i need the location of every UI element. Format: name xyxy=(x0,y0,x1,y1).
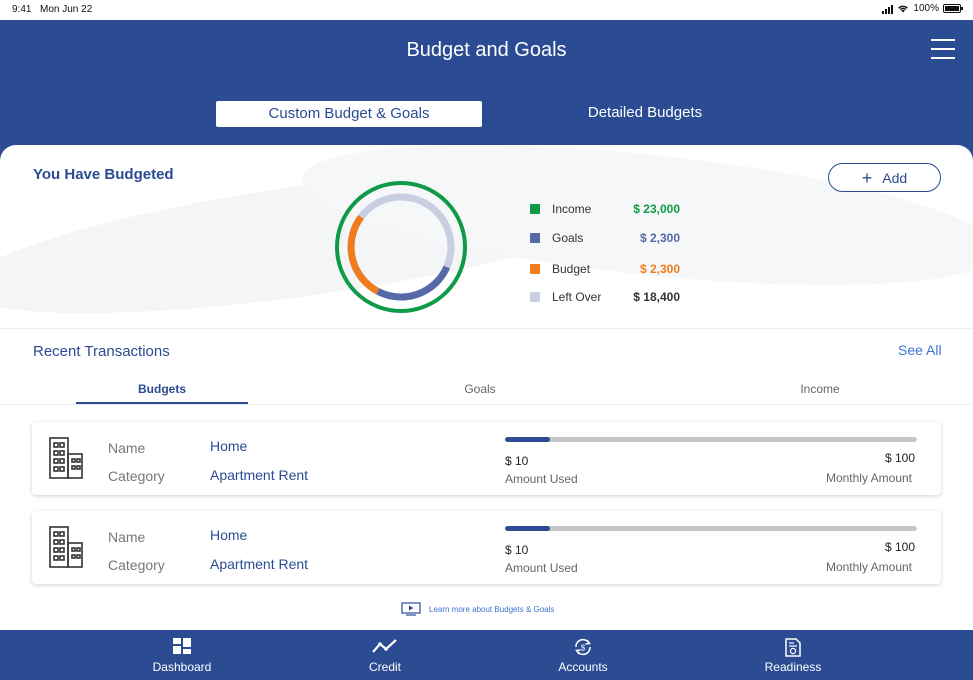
legend-swatch xyxy=(530,233,540,243)
add-button-label: Add xyxy=(882,169,908,186)
nav-label: Readiness xyxy=(764,660,822,674)
nav-credit[interactable]: Credit xyxy=(335,630,435,680)
recent-transactions-title: Recent Transactions xyxy=(33,343,170,360)
budget-arc xyxy=(347,214,380,295)
add-button[interactable]: + Add xyxy=(828,163,941,192)
budget-donut-chart xyxy=(335,181,467,313)
name-label: Name xyxy=(108,440,146,456)
amount-progress-fill xyxy=(505,437,551,442)
readiness-icon xyxy=(785,638,801,657)
active-tab-indicator xyxy=(76,402,248,404)
legend-value: $ 18,400 xyxy=(633,290,680,304)
legend-label: Goals xyxy=(552,231,584,245)
legend-label: Left Over xyxy=(552,290,602,304)
amount-used-value: $ 10 xyxy=(505,454,529,468)
category-label: Category xyxy=(108,468,165,484)
legend-swatch xyxy=(530,204,540,214)
legend-income: Income $ 23,000 xyxy=(530,201,690,217)
monthly-amount-value: $ 100 xyxy=(884,451,915,465)
tab-goals[interactable]: Goals xyxy=(464,382,496,396)
amount-used-label: Amount Used xyxy=(505,561,578,575)
legend-label: Budget xyxy=(552,262,591,276)
nav-label: Dashboard xyxy=(152,660,212,674)
status-bar: 9:41 Mon Jun 22 100% xyxy=(0,0,973,20)
video-icon xyxy=(401,602,421,616)
nav-label: Accounts xyxy=(558,660,608,674)
tab-budgets[interactable]: Budgets xyxy=(138,382,186,396)
budgeted-title: You Have Budgeted xyxy=(33,166,174,183)
bottom-nav: Dashboard Credit $ Accounts Readiness xyxy=(0,630,973,680)
wifi-icon xyxy=(898,5,909,13)
legend-value: $ 2,300 xyxy=(639,262,680,276)
section-divider xyxy=(0,328,973,329)
status-time: 9:41 xyxy=(12,4,32,15)
transaction-card[interactable]: Name Home Category Apartment Rent $ 10 A… xyxy=(32,422,941,495)
legend-goals: Goals $ 2,300 xyxy=(530,230,690,246)
amount-progress-fill xyxy=(505,526,551,531)
transaction-name: Home xyxy=(210,527,248,543)
goals-arc xyxy=(376,265,451,301)
legend-budget: Budget $ 2,300 xyxy=(530,261,690,277)
nav-label: Credit xyxy=(368,660,401,674)
credit-icon xyxy=(372,639,397,653)
legend-value: $ 23,000 xyxy=(633,202,680,216)
hamburger-menu-icon[interactable] xyxy=(931,39,955,59)
amount-used-label: Amount Used xyxy=(505,472,578,486)
transaction-name: Home xyxy=(210,438,248,454)
building-icon xyxy=(49,437,83,479)
income-ring xyxy=(335,181,467,313)
svg-text:$: $ xyxy=(581,644,586,653)
amount-progress-bar xyxy=(505,526,917,531)
monthly-amount-label: Monthly Amount xyxy=(825,471,912,485)
monthly-amount-label: Monthly Amount xyxy=(825,560,912,574)
nav-dashboard[interactable]: Dashboard xyxy=(132,630,232,680)
tab-detailed-budgets[interactable]: Detailed Budgets xyxy=(587,104,703,121)
legend-swatch xyxy=(530,264,540,274)
learn-more-link[interactable]: Learn more about Budgets & Goals xyxy=(401,602,554,616)
tab-income[interactable]: Income xyxy=(800,382,840,396)
see-all-link[interactable]: See All xyxy=(898,342,942,358)
amount-progress-bar xyxy=(505,437,917,442)
status-indicators: 100% xyxy=(882,3,963,14)
transaction-card[interactable]: Name Home Category Apartment Rent $ 10 A… xyxy=(32,511,941,584)
main-card: You Have Budgeted + Add Income $ 23,000 … xyxy=(0,145,973,630)
nav-readiness[interactable]: Readiness xyxy=(743,630,843,680)
accounts-icon: $ xyxy=(575,638,591,656)
amount-used-value: $ 10 xyxy=(505,543,529,557)
building-icon xyxy=(49,526,83,568)
legend-value: $ 2,300 xyxy=(639,231,680,245)
battery-icon xyxy=(943,4,963,13)
transaction-category: Apartment Rent xyxy=(210,467,309,483)
status-date: Mon Jun 22 xyxy=(40,4,93,15)
signal-icon xyxy=(882,4,894,14)
category-label: Category xyxy=(108,557,165,573)
legend-label: Income xyxy=(552,202,592,216)
tabs-divider xyxy=(0,404,973,405)
battery-percent: 100% xyxy=(913,3,939,14)
legend-left-over: Left Over $ 18,400 xyxy=(530,289,690,305)
nav-accounts[interactable]: $ Accounts xyxy=(533,630,633,680)
transaction-category: Apartment Rent xyxy=(210,556,309,572)
plus-icon: + xyxy=(861,167,873,188)
legend-swatch xyxy=(530,292,540,302)
learn-more-text: Learn more about Budgets & Goals xyxy=(429,604,555,614)
page-title: Budget and Goals xyxy=(406,39,567,61)
name-label: Name xyxy=(108,529,146,545)
dashboard-icon xyxy=(173,638,191,654)
monthly-amount-value: $ 100 xyxy=(884,540,915,554)
tab-custom-budget-goals[interactable]: Custom Budget & Goals xyxy=(216,101,482,127)
